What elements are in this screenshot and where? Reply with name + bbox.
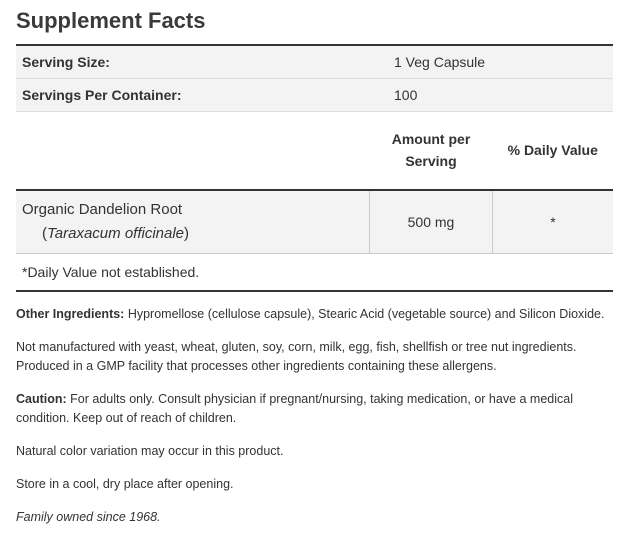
facts-table: Amount per Serving % Daily Value Organic… (16, 111, 613, 292)
note: Other Ingredients: Hypromellose (cellulo… (16, 305, 616, 324)
header-row: Amount per Serving % Daily Value (16, 111, 613, 191)
note: Family owned since 1968. (16, 508, 616, 527)
dv-header: % Daily Value (492, 111, 613, 191)
latin-part: ) (184, 225, 190, 242)
note-text: For adults only. Consult physician if pr… (16, 392, 573, 425)
note-text: Hypromellose (cellulose capsule), Steari… (127, 307, 605, 321)
serving-label: Serving Size: (16, 45, 388, 79)
ingredient-row: Organic Dandelion Root (Taraxacum officin… (16, 190, 613, 254)
ingredient-name: Organic Dandelion Root (22, 201, 183, 218)
serving-value: 100 (388, 78, 613, 112)
serving-row: Servings Per Container: 100 (16, 78, 613, 112)
note: Natural color variation may occur in thi… (16, 442, 616, 461)
footnote: *Daily Value not established. (16, 253, 613, 292)
note: Not manufactured with yeast, wheat, glut… (16, 338, 616, 376)
latin-part: ( (42, 225, 47, 242)
note-text: Natural color variation may occur in thi… (16, 444, 284, 458)
ingredient-latin: (Taraxacum officinale) (22, 222, 368, 246)
serving-label: Servings Per Container: (16, 78, 388, 112)
note: Store in a cool, dry place after opening… (16, 475, 616, 494)
serving-value: 1 Veg Capsule (388, 45, 613, 79)
note-text: Family owned since 1968. (16, 510, 161, 524)
notes: Other Ingredients: Hypromellose (cellulo… (16, 305, 616, 541)
latin-part: Taraxacum officinale (47, 225, 185, 242)
amount-header: Amount per Serving (369, 111, 493, 191)
amount: 500 mg (369, 190, 493, 254)
serving-row: Serving Size: 1 Veg Capsule (16, 45, 613, 79)
note: Caution: For adults only. Consult physic… (16, 390, 616, 428)
note-text: Store in a cool, dry place after opening… (16, 477, 234, 491)
name-header (16, 111, 370, 191)
serving-table: Serving Size: 1 Veg Capsule Servings Per C… (16, 44, 613, 112)
daily-value: * (492, 190, 613, 254)
note-label: Caution: (16, 392, 67, 406)
note-label: Other Ingredients: (16, 307, 125, 321)
note-text: Not manufactured with yeast, wheat, glut… (16, 340, 577, 373)
footnote-row: *Daily Value not established. (16, 253, 613, 292)
title: Supplement Facts (16, 8, 206, 33)
ingredient-cell: Organic Dandelion Root (Taraxacum officin… (16, 190, 370, 254)
